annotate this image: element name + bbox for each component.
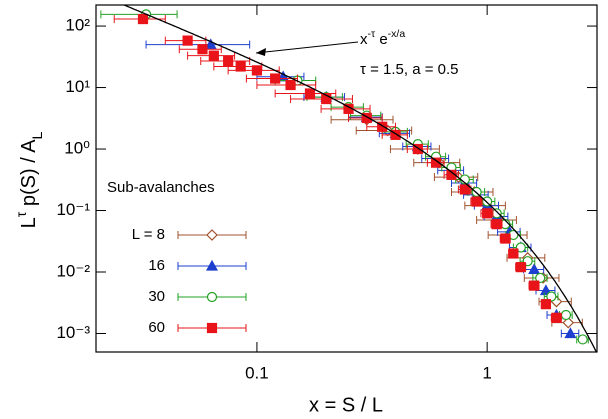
marker xyxy=(182,35,193,46)
marker xyxy=(508,248,519,259)
marker xyxy=(412,143,423,155)
marker xyxy=(500,233,511,244)
text-part: L xyxy=(18,217,40,228)
legend-label: 16 xyxy=(148,257,165,274)
marker xyxy=(560,309,572,321)
fit-formula: x-τ e-x/a xyxy=(360,28,405,48)
marker xyxy=(528,263,541,275)
marker xyxy=(540,299,552,310)
marker xyxy=(515,262,526,273)
legend-title: Sub-avalanches xyxy=(107,179,215,196)
text-part: -τ xyxy=(368,28,376,40)
marker xyxy=(529,280,540,291)
marker xyxy=(577,334,588,345)
fit-params: τ = 1.5, a = 0.5 xyxy=(360,61,459,78)
marker xyxy=(562,316,575,329)
y-tick-label: 10² xyxy=(65,16,90,35)
marker xyxy=(459,184,470,195)
text-part: e xyxy=(375,31,388,48)
marker xyxy=(491,219,502,230)
x-tick-label: 1 xyxy=(482,363,491,382)
y-tick-label: 10⁰ xyxy=(64,139,90,158)
legend-marker xyxy=(206,322,218,334)
marker xyxy=(204,38,217,50)
legend-marker xyxy=(206,291,218,303)
marker xyxy=(390,129,401,140)
legend-label: L = 8 xyxy=(132,226,165,243)
y-axis-label: Lτ p(S) / AL xyxy=(13,131,45,228)
legend-label: 60 xyxy=(148,319,165,336)
text-part: -x/a xyxy=(388,28,406,40)
marker xyxy=(535,272,546,284)
y-tick-label: 10⁻² xyxy=(56,261,90,280)
annotation-arrow xyxy=(255,41,359,54)
legend-label: 30 xyxy=(148,288,165,305)
legend-marker xyxy=(205,259,219,271)
marker xyxy=(208,50,219,61)
text-part: L xyxy=(29,131,45,139)
y-tick-label: 10⁻¹ xyxy=(56,200,90,219)
marker xyxy=(430,157,442,168)
plot-area xyxy=(100,5,597,352)
marker xyxy=(251,65,263,76)
marker xyxy=(285,79,296,91)
marker xyxy=(482,208,493,219)
marker xyxy=(564,327,577,339)
marker xyxy=(361,112,372,124)
marker xyxy=(270,73,281,84)
marker xyxy=(471,196,482,207)
marker xyxy=(539,284,552,296)
x-axis-label: x = S / L xyxy=(309,394,383,416)
y-tick-label: 10⁻³ xyxy=(56,323,90,342)
marker xyxy=(235,61,246,72)
text-part: p(S) / A xyxy=(18,139,40,212)
marker xyxy=(304,88,316,99)
legend-marker xyxy=(206,229,218,241)
marker xyxy=(137,13,149,25)
y-tick-label: 10¹ xyxy=(65,77,90,96)
x-tick-label: 0.1 xyxy=(245,363,269,382)
marker xyxy=(515,242,526,253)
arrow-head xyxy=(256,48,266,56)
text-part: τ xyxy=(13,211,29,217)
marker xyxy=(223,55,234,67)
marker xyxy=(546,291,557,302)
text-part: x xyxy=(360,31,368,48)
plot-frame xyxy=(95,4,598,353)
marker xyxy=(551,312,562,323)
marker xyxy=(197,44,208,55)
fit-curve xyxy=(122,5,597,352)
marker xyxy=(491,208,502,219)
